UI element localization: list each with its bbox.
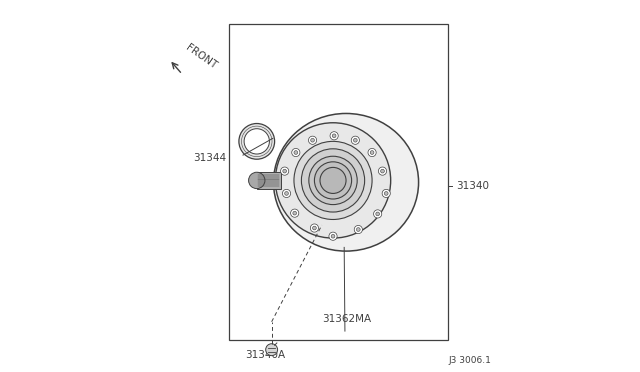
Circle shape	[314, 162, 351, 199]
Circle shape	[356, 228, 360, 231]
Circle shape	[293, 211, 296, 215]
Circle shape	[330, 132, 338, 140]
Text: J3 3006.1: J3 3006.1	[448, 356, 491, 365]
Circle shape	[382, 189, 390, 198]
Circle shape	[248, 172, 265, 189]
Circle shape	[374, 210, 381, 218]
Circle shape	[354, 225, 362, 234]
Circle shape	[308, 136, 317, 144]
Circle shape	[351, 136, 360, 144]
Circle shape	[266, 344, 278, 356]
Text: 31340A: 31340A	[245, 350, 285, 360]
Circle shape	[301, 149, 365, 212]
Circle shape	[381, 169, 385, 173]
Circle shape	[294, 141, 372, 219]
Circle shape	[353, 138, 357, 142]
Bar	[229, 24, 449, 340]
Circle shape	[310, 224, 319, 232]
Circle shape	[239, 124, 275, 159]
Circle shape	[309, 156, 357, 205]
Circle shape	[368, 148, 376, 157]
Circle shape	[376, 212, 380, 216]
Circle shape	[310, 138, 314, 142]
Circle shape	[320, 167, 346, 193]
Circle shape	[312, 226, 316, 230]
Circle shape	[280, 167, 289, 175]
Text: 31344: 31344	[193, 153, 227, 163]
Text: FRONT: FRONT	[184, 42, 219, 71]
Circle shape	[370, 151, 374, 154]
Circle shape	[331, 234, 335, 238]
Circle shape	[294, 151, 298, 154]
Circle shape	[244, 129, 269, 154]
Text: 31340: 31340	[456, 181, 489, 191]
Text: 31362MA: 31362MA	[322, 314, 371, 324]
Circle shape	[282, 189, 291, 198]
Circle shape	[385, 192, 388, 195]
Circle shape	[292, 148, 300, 157]
Circle shape	[332, 134, 336, 138]
Circle shape	[283, 169, 287, 173]
Circle shape	[275, 123, 390, 238]
Circle shape	[378, 167, 387, 175]
Ellipse shape	[273, 113, 419, 251]
Circle shape	[291, 209, 299, 217]
Bar	[257, 172, 281, 189]
Circle shape	[329, 232, 337, 240]
Circle shape	[285, 192, 289, 195]
